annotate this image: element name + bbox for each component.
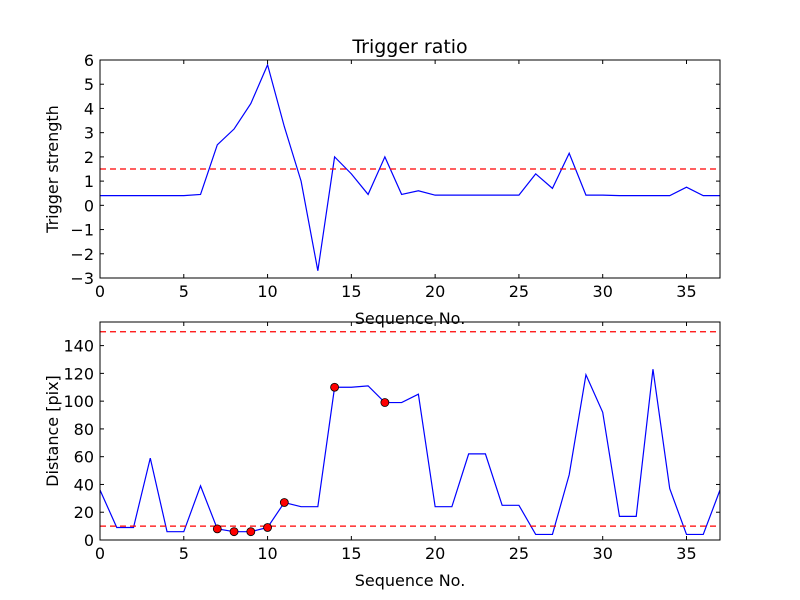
- y-axis-label: Distance [pix]: [43, 375, 62, 487]
- y-tick-label: 3: [84, 124, 94, 143]
- x-tick-label: 35: [676, 544, 696, 563]
- data-marker: [380, 398, 390, 407]
- y-tick-label: 140: [63, 337, 94, 356]
- y-tick-label: 6: [84, 51, 94, 70]
- y-axis-label: Trigger strength: [43, 105, 62, 234]
- y-tick-label: 4: [84, 99, 94, 118]
- distance-chart: 0 5 10 15 20 25 30 35 0 20 40 60 80 100 120 140 Sequence…: [43, 321, 721, 590]
- x-tick-label: 30: [593, 544, 613, 563]
- data-marker: [263, 523, 272, 532]
- x-axis-label: Sequence No.: [355, 571, 466, 590]
- y-tick-label: 1: [84, 172, 94, 191]
- x-tick-label: 0: [95, 282, 105, 301]
- x-tick-label: 0: [95, 544, 105, 563]
- x-tick-label: 15: [341, 544, 361, 563]
- y-tick-label: 40: [74, 475, 94, 494]
- y-tick-label: −1: [70, 221, 94, 240]
- chart-title: Trigger ratio: [351, 36, 467, 58]
- data-marker: [229, 527, 239, 537]
- x-axis-label: Sequence No.: [355, 309, 466, 328]
- x-tick-label: 35: [676, 282, 696, 301]
- trigger-ratio-chart: 0 5 10 15 20 25 30 35 −3 −2 −1 0 1 2 3 4 5 6 Sequence No. T…: [43, 36, 721, 328]
- series-line-0: [100, 63, 720, 271]
- y-tick-label: 120: [63, 364, 94, 383]
- axes-frame: [99, 59, 721, 279]
- y-tick-label: 20: [74, 503, 94, 522]
- y-tick-label: 0: [84, 196, 94, 215]
- data-marker: [212, 524, 222, 534]
- x-tick-label: 25: [509, 282, 529, 301]
- y-tick-label: 0: [84, 531, 94, 550]
- data-marker: [246, 527, 256, 537]
- x-tick-label: 30: [593, 282, 613, 301]
- y-tick-label: −3: [70, 269, 94, 288]
- data-marker: [330, 382, 339, 392]
- axes-frame: [99, 321, 721, 541]
- x-tick-label: 20: [425, 544, 445, 563]
- x-tick-label: 25: [509, 544, 529, 563]
- x-tick-label: 5: [179, 544, 189, 563]
- y-tick-label: 2: [84, 148, 94, 167]
- y-tick-label: 60: [74, 448, 94, 467]
- x-tick-label: 15: [341, 282, 361, 301]
- y-tick-label: 100: [63, 392, 94, 411]
- data-marker: [279, 498, 289, 507]
- y-tick-label: −2: [70, 245, 94, 264]
- x-tick-label: 5: [179, 282, 189, 301]
- y-tick-label: 80: [74, 420, 94, 439]
- x-tick-label: 10: [257, 544, 277, 563]
- y-tick-label: 5: [84, 75, 94, 94]
- x-tick-label: 20: [425, 282, 445, 301]
- series-line-0: [100, 369, 720, 536]
- x-tick-label: 10: [257, 282, 277, 301]
